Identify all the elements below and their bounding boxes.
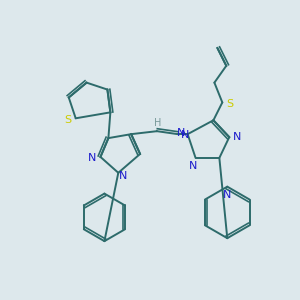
Text: N: N <box>119 171 128 181</box>
Text: N: N <box>176 128 185 138</box>
Text: S: S <box>227 99 234 110</box>
Text: N: N <box>181 130 189 140</box>
Text: N: N <box>223 190 232 200</box>
Text: H: H <box>154 118 162 128</box>
Text: N: N <box>88 153 97 163</box>
Text: N: N <box>188 161 197 171</box>
Text: S: S <box>64 115 71 125</box>
Text: N: N <box>233 132 242 142</box>
